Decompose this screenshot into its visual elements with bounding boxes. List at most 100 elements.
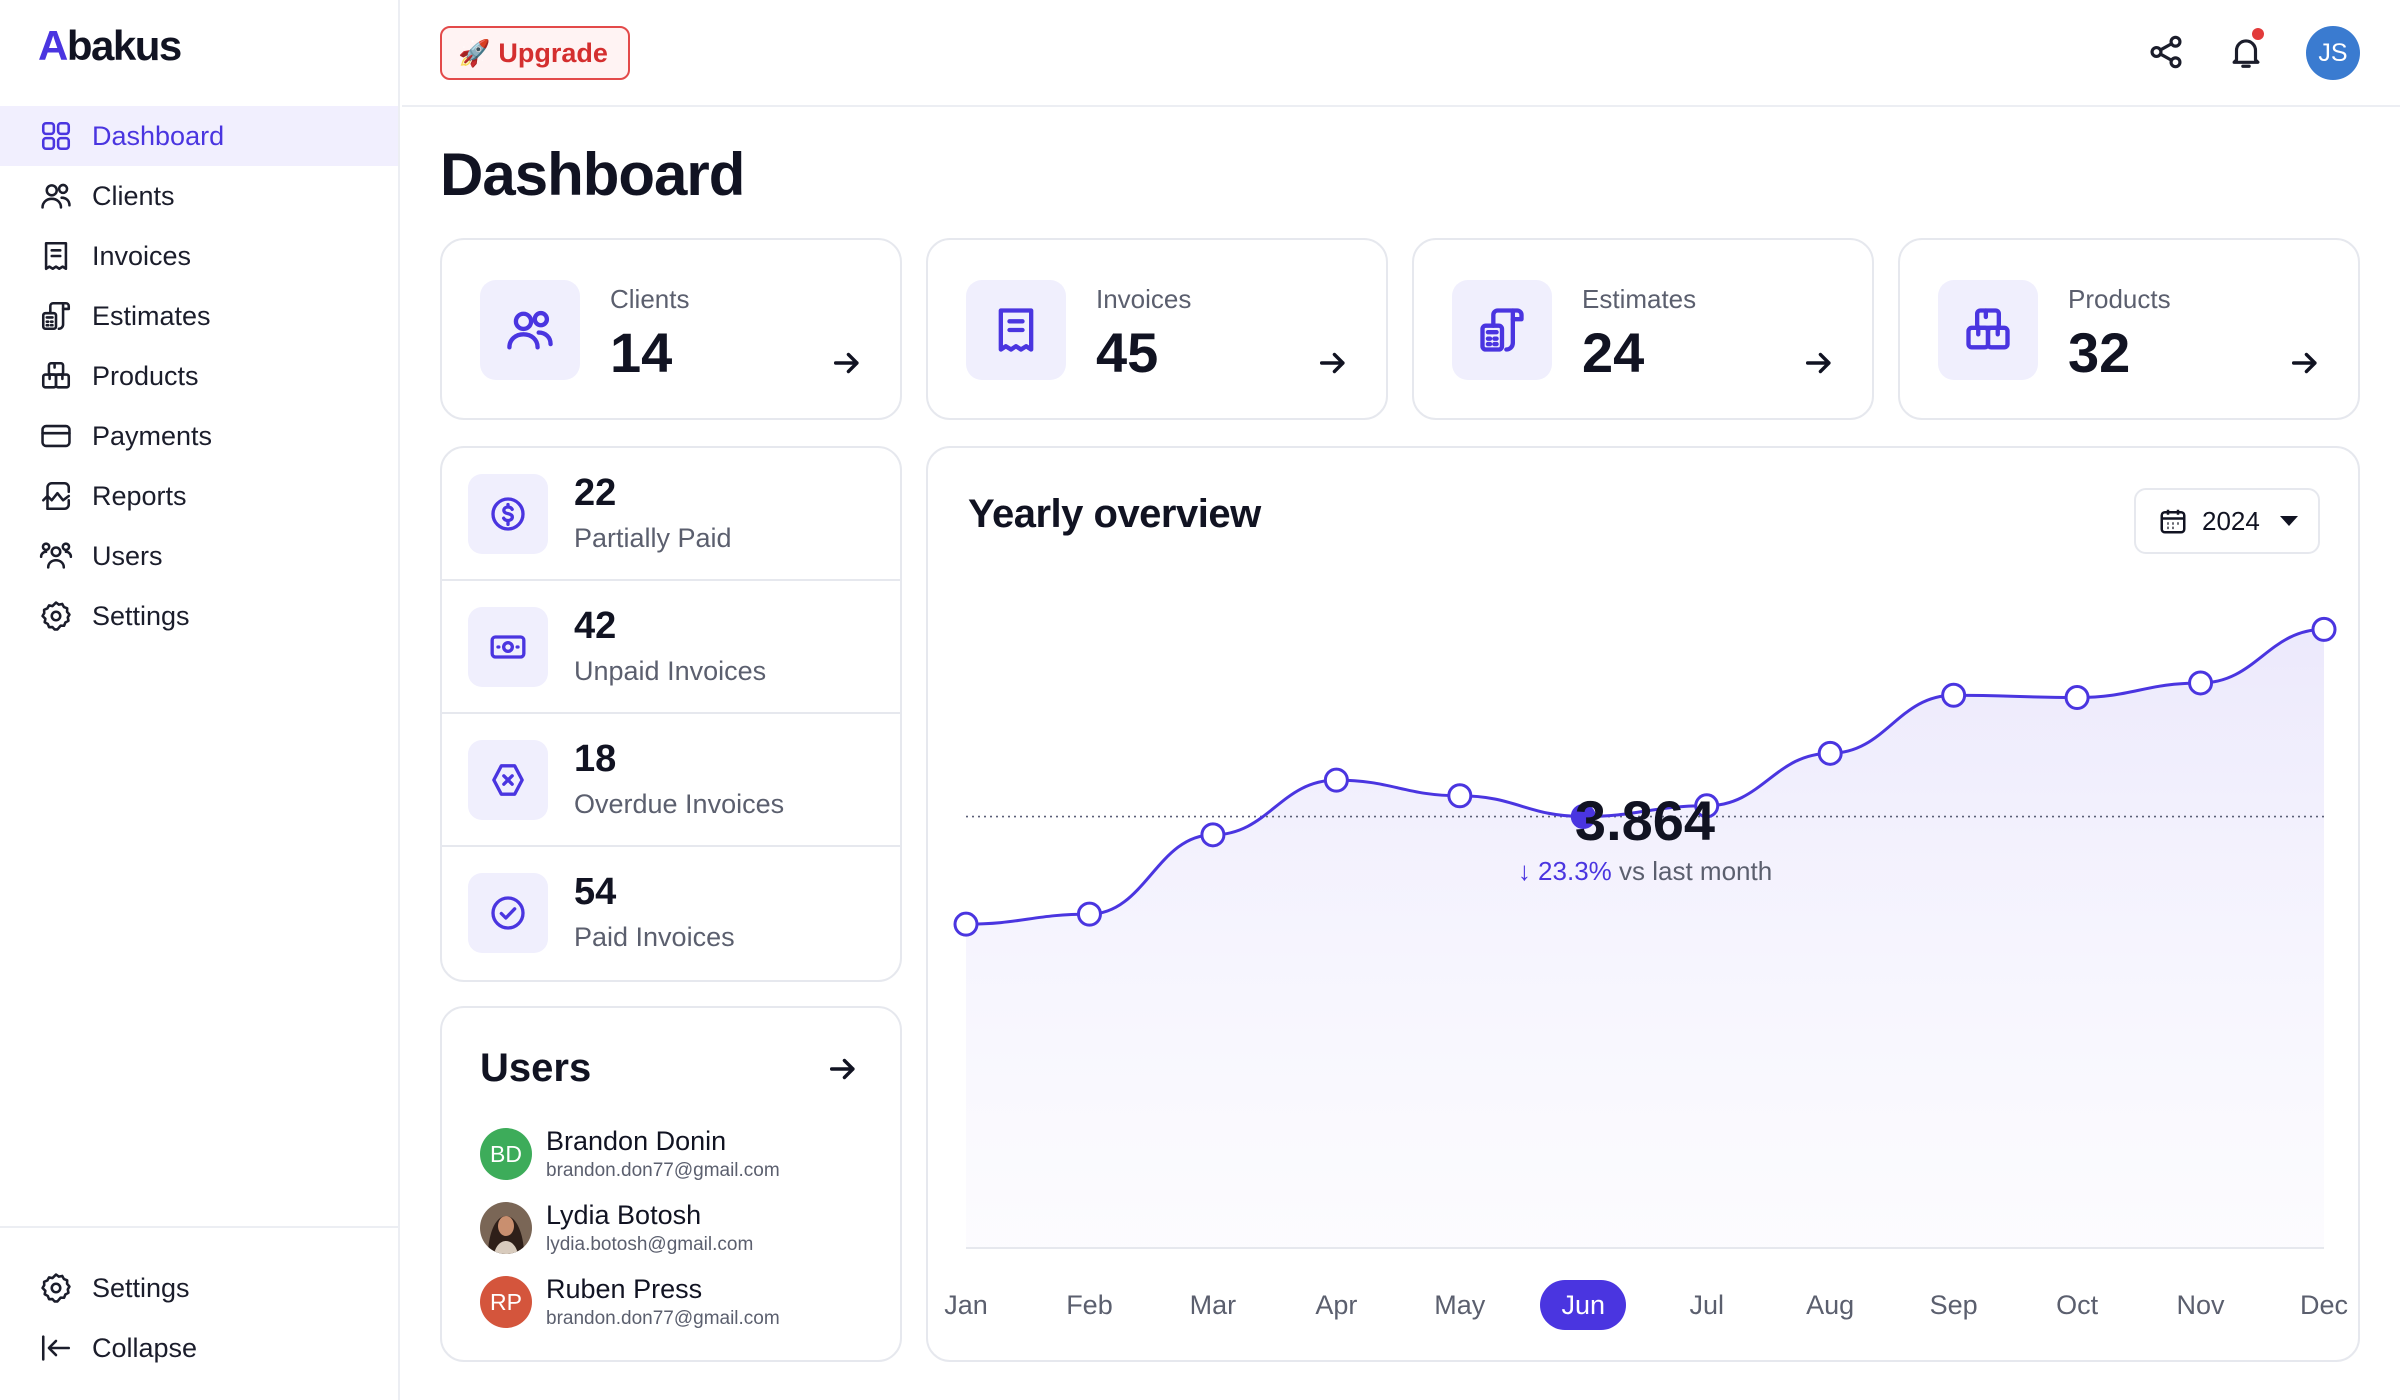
sidebar-item-label: Payments [92,420,213,451]
avatar-photo [480,1202,532,1254]
grid-icon [38,118,74,154]
chart-series-line [965,627,2325,926]
sidebar-item-reports[interactable]: Reports [0,466,398,526]
credit-card-icon [38,418,74,454]
month-label-aug[interactable]: Aug [1806,1290,1855,1320]
gear-icon [38,598,74,634]
upgrade-button[interactable]: 🚀 Upgrade [440,26,630,80]
status-row-partially-paid[interactable]: 22 Partially Paid [442,448,900,581]
collapse-button[interactable]: Collapse [0,1318,398,1378]
status-label: Unpaid Invoices [574,656,767,686]
chart-point-sep[interactable] [1941,682,1967,708]
calculator-icon [38,298,74,334]
sidebar-item-label: Settings [92,600,190,631]
month-label-sep[interactable]: Sep [1929,1290,1978,1320]
chart-point-feb[interactable] [1076,901,1102,927]
sidebar-bottom: Settings Collapse [0,1226,398,1378]
user-row[interactable]: Lydia Botosh lydia.botosh@gmail.com [480,1198,880,1258]
notification-dot [2252,28,2264,40]
status-row-paid[interactable]: 54 Paid Invoices [442,847,900,980]
sidebar-item-clients[interactable]: Clients [0,166,398,226]
month-label-oct[interactable]: Oct [2056,1290,2099,1320]
notifications-button[interactable] [2222,28,2270,76]
user-row[interactable]: RP Ruben Press brandon.don77@gmail.com [480,1272,880,1332]
status-row-unpaid[interactable]: 42 Unpaid Invoices [442,581,900,714]
chart-point-nov[interactable] [2188,670,2214,696]
share-button[interactable] [2142,28,2190,76]
user-name: Brandon Donin [546,1126,727,1156]
chart-title: Yearly overview [968,492,1261,536]
month-label-nov[interactable]: Nov [2176,1290,2225,1320]
report-icon [38,478,74,514]
sidebar-item-invoices[interactable]: Invoices [0,226,398,286]
stat-card-clients[interactable]: Clients 14 [440,238,902,420]
status-row-overdue[interactable]: 18 Overdue Invoices [442,714,900,847]
stat-value: 24 [1582,321,1645,384]
stat-value: 14 [610,321,673,384]
chevron-down-icon [2279,516,2298,526]
sidebar-item-label: Clients [92,180,175,211]
user-email: brandon.don77@gmail.com [546,1308,780,1329]
dollar-circle-icon [468,474,548,554]
month-label-may[interactable]: May [1434,1290,1486,1320]
bell-icon [2232,39,2260,68]
chart-point-oct[interactable] [2064,684,2090,710]
sidebar-item-settings-bottom[interactable]: Settings [0,1258,398,1318]
stat-value: 45 [1096,321,1159,384]
arrow-right-icon [1802,346,1836,380]
users-view-all-button[interactable] [826,1052,860,1086]
chart-point-jul[interactable] [1694,793,1720,819]
user-row[interactable]: BD Brandon Donin brandon.don77@gmail.com [480,1124,880,1184]
chart-point-jun[interactable] [1570,804,1596,830]
sidebar-item-dashboard[interactable]: Dashboard [0,106,398,166]
sidebar-item-label: Reports [92,480,187,511]
chart-point-may[interactable] [1447,783,1473,809]
sidebar-item-users[interactable]: Users [0,526,398,586]
month-label-mar[interactable]: Mar [1189,1290,1237,1320]
users-icon [480,280,580,380]
boxes-icon [38,358,74,394]
year-select[interactable]: 2024 [2134,488,2320,554]
cash-icon [468,607,548,687]
user-avatar[interactable]: JS [2306,26,2360,80]
users-group-icon [38,538,74,574]
topbar: 🚀 Upgrade JS [402,0,2400,107]
stat-label: Estimates [1582,284,1697,314]
boxes-icon [1938,280,2038,380]
sidebar-item-payments[interactable]: Payments [0,406,398,466]
month-label-jun[interactable]: Jun [1540,1280,1627,1330]
stat-value: 32 [2068,321,2131,384]
upgrade-label: Upgrade [498,37,608,68]
status-label: Partially Paid [574,523,732,553]
stat-card-estimates[interactable]: Estimates 24 [1412,238,1874,420]
arrow-right-icon [1316,346,1350,380]
month-label-jan[interactable]: Jan [944,1290,988,1320]
stat-card-products[interactable]: Products 32 [1898,238,2360,420]
rocket-icon: 🚀 [458,37,491,68]
logo-text: bakus [66,22,182,69]
month-label-feb[interactable]: Feb [1066,1290,1113,1320]
month-label-jul[interactable]: Jul [1689,1290,1724,1320]
month-label-apr[interactable]: Apr [1315,1290,1358,1320]
avatar: RP [480,1276,532,1328]
sidebar-item-label: Products [92,360,199,391]
chart-point-apr[interactable] [1323,767,1349,793]
chart-point-dec[interactable] [2311,616,2337,642]
logo-mark: A [38,22,68,69]
sidebar-item-estimates[interactable]: Estimates [0,286,398,346]
chart-area [966,629,2324,1248]
chart-point-jan[interactable] [953,911,979,937]
chart-point-aug[interactable] [1817,740,1843,766]
app-logo[interactable]: Abakus [38,22,182,70]
gear-icon [38,1270,74,1306]
month-label-dec[interactable]: Dec [2299,1290,2348,1320]
stat-card-invoices[interactable]: Invoices 45 [926,238,1388,420]
sidebar-item-products[interactable]: Products [0,346,398,406]
sidebar-item-settings[interactable]: Settings [0,586,398,646]
stat-label: Clients [610,284,690,314]
page-title: Dashboard [440,141,745,208]
sidebar-item-label: Settings [92,1272,190,1303]
chart-point-mar[interactable] [1200,822,1226,848]
users-card: Users BD Brandon Donin brandon.don77@gma… [440,1006,902,1362]
user-email: brandon.don77@gmail.com [546,1160,780,1181]
